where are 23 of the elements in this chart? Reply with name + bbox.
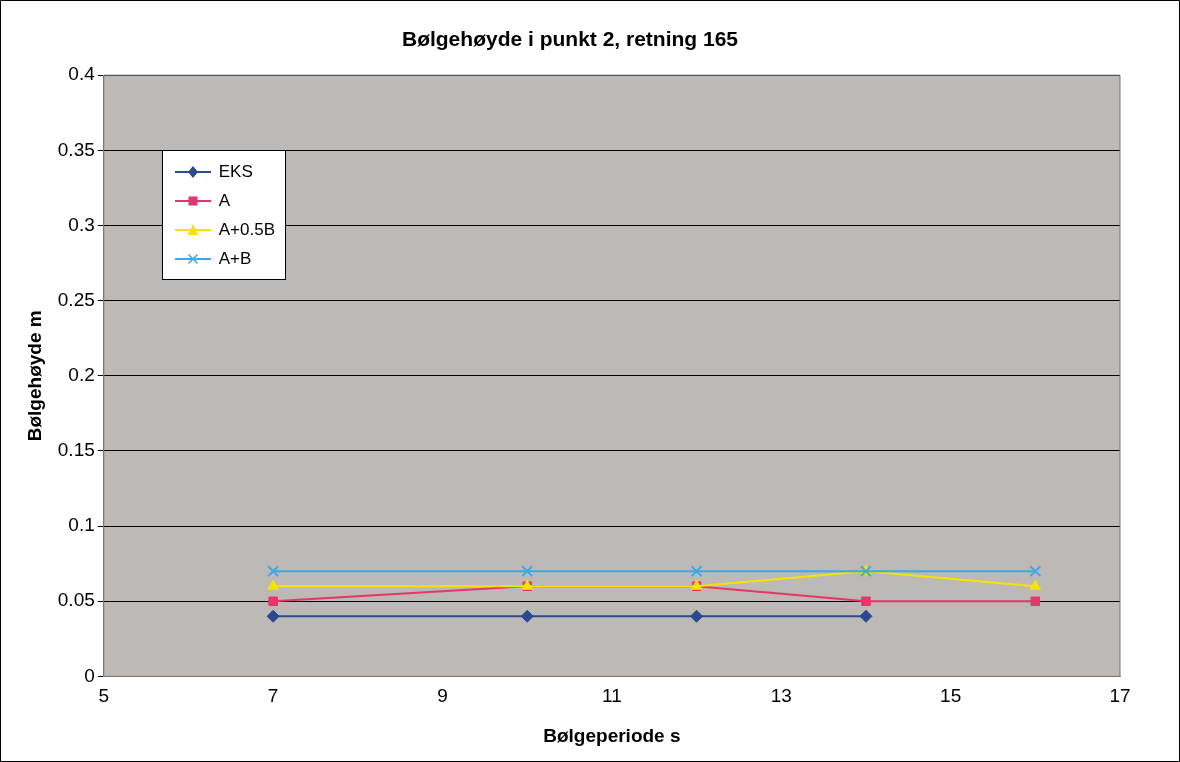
x-tick-label: 7 [267,685,279,707]
y-tick-label: 0.2 [68,364,95,386]
x-tick-label: 5 [98,685,110,707]
y-axis-title: Bølgehøyde m [23,310,45,442]
x-tick-label: 11 [602,685,622,707]
y-tick-label: 0.3 [68,213,95,235]
y-tick-label: 0 [84,664,95,686]
y-tick-label: 0.25 [57,288,95,310]
chart-title: Bølgehøyde i punkt 2, retning 165 [401,27,739,51]
y-tick-label: 0.4 [68,63,96,85]
y-tick-label: 0.15 [57,439,95,461]
y-tick-label: 0.05 [57,589,95,611]
x-tick-label: 15 [940,685,962,707]
x-tick-label: 13 [770,685,792,707]
legend-label: A+B [218,248,252,269]
y-tick-label: 0.35 [57,138,95,160]
x-tick-label: 17 [1109,685,1131,707]
x-axis-title: Bølgeperiode s [543,724,681,746]
x-tick-label: 9 [437,685,448,707]
legend-label: A [218,190,231,211]
y-tick-label: 0.1 [68,514,95,536]
legend-label: EKS [218,161,253,182]
legend-label: A+0.5B [218,219,276,240]
